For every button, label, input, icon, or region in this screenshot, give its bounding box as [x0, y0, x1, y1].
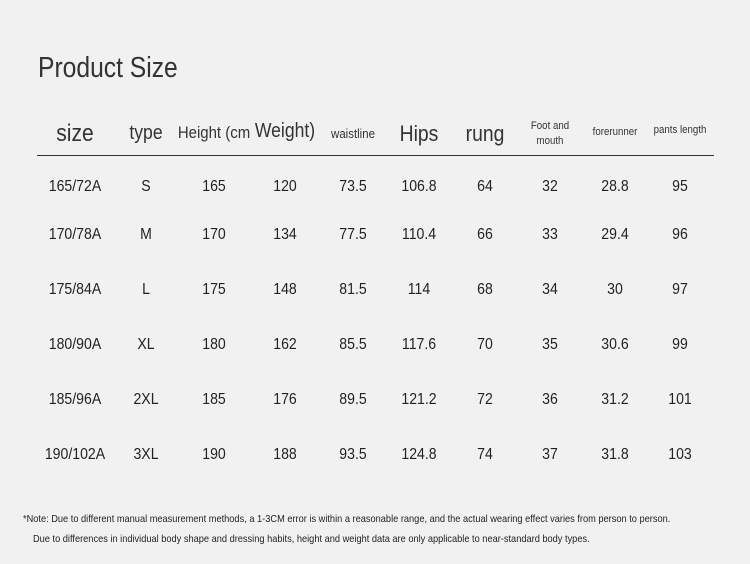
table-cell: 190/102A — [44, 446, 106, 463]
table-cell: 32 — [542, 178, 558, 195]
table-cell: 36 — [542, 391, 558, 408]
table-cell: 185/96A — [48, 391, 102, 408]
table-cell: 97 — [672, 281, 688, 298]
table-cell: 81.5 — [339, 281, 367, 298]
header-cell: size — [56, 120, 94, 147]
table-cell: 185 — [202, 391, 226, 408]
table-cell: 30.6 — [601, 336, 629, 353]
table-cell: 114 — [407, 281, 431, 298]
table-cell: 31.8 — [601, 446, 629, 463]
header-rule — [37, 155, 714, 156]
table-cell: 106.8 — [401, 178, 437, 195]
table-cell: 29.4 — [601, 226, 629, 243]
table-cell: 64 — [477, 178, 493, 195]
table-cell: 110.4 — [401, 226, 437, 243]
table-cell: 190 — [202, 446, 226, 463]
header-cell: forerunner — [592, 126, 638, 138]
table-cell: 77.5 — [339, 226, 367, 243]
table-cell: 101 — [668, 391, 692, 408]
table-cell: XL — [137, 336, 155, 353]
table-cell: 30 — [607, 281, 623, 298]
table-cell: 121.2 — [401, 391, 437, 408]
table-cell: 93.5 — [339, 446, 367, 463]
table-cell: M — [140, 226, 152, 243]
header-cell: rung — [465, 121, 505, 146]
header-cell: waistline — [331, 126, 375, 141]
table-cell: 70 — [477, 336, 493, 353]
table-cell: 74 — [477, 446, 493, 463]
header-cell: pants length — [653, 124, 707, 136]
note: Due to differences in individual body sh… — [33, 533, 590, 545]
table-cell: 96 — [672, 226, 688, 243]
table-cell: 175/84A — [48, 281, 102, 298]
table-cell: L — [142, 281, 150, 298]
table-cell: 175 — [202, 281, 226, 298]
header-cell: Hips — [399, 121, 439, 146]
table-cell: 180/90A — [48, 336, 102, 353]
table-cell: 165 — [202, 178, 226, 195]
table-cell: 120 — [273, 178, 297, 195]
table-cell: 73.5 — [339, 178, 367, 195]
table-cell: 37 — [542, 446, 558, 463]
table-cell: 34 — [542, 281, 558, 298]
table-cell: 28.8 — [601, 178, 629, 195]
table-cell: 3XL — [133, 446, 159, 463]
header-cell: Weight) — [254, 120, 316, 142]
table-cell: 117.6 — [401, 336, 437, 353]
table-cell: 162 — [273, 336, 297, 353]
table-cell: 103 — [668, 446, 692, 463]
header-cell: Height (cm — [177, 123, 251, 142]
table-cell: 188 — [273, 446, 297, 463]
note: *Note: Due to different manual measureme… — [23, 513, 671, 525]
table-cell: 72 — [477, 391, 493, 408]
title: Product Size — [38, 52, 178, 84]
header-cell: Foot and mouth — [530, 120, 570, 147]
table-cell: 176 — [273, 391, 297, 408]
table-cell: 95 — [672, 178, 688, 195]
table-cell: 31.2 — [601, 391, 629, 408]
table-cell: 124.8 — [401, 446, 437, 463]
table-cell: 2XL — [133, 391, 159, 408]
table-cell: 35 — [542, 336, 558, 353]
table-cell: 134 — [273, 226, 297, 243]
table-cell: 170 — [202, 226, 226, 243]
table-cell: 165/72A — [48, 178, 102, 195]
table-cell: 33 — [542, 226, 558, 243]
table-cell: 99 — [672, 336, 688, 353]
table-cell: 66 — [477, 226, 493, 243]
table-cell: S — [141, 178, 151, 195]
table-cell: 85.5 — [339, 336, 367, 353]
table-cell: 148 — [273, 281, 297, 298]
table-cell: 68 — [477, 281, 493, 298]
table-cell: 180 — [202, 336, 226, 353]
table-cell: 89.5 — [339, 391, 367, 408]
header-cell: type — [129, 122, 163, 144]
table-cell: 170/78A — [48, 226, 102, 243]
